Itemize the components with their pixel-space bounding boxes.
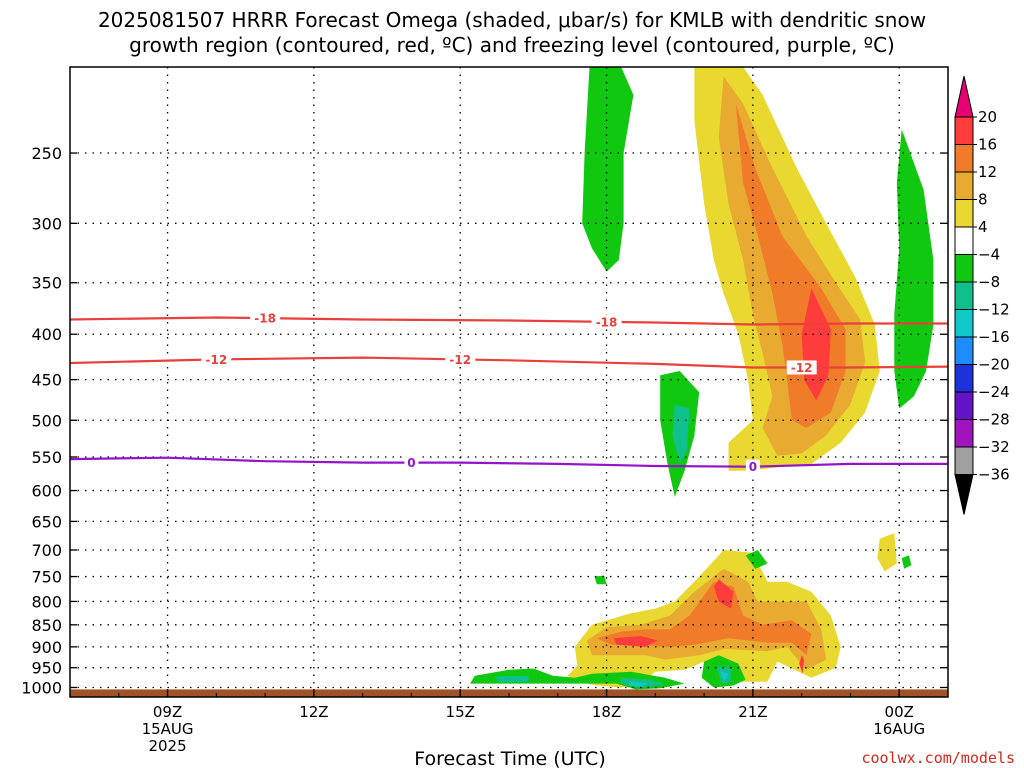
x-tick-label-8-0: 15Z [446,703,475,721]
x-tick-label-2-0: 09Z [153,703,182,721]
colorbar-label-0: 20 [978,108,997,126]
dendritic-contour--18-label-bg-0 [250,311,281,326]
y-tick-label-700: 700 [31,541,62,560]
freezing-level-contour-label-1: 0 [749,460,757,474]
dendritic-contour--12-label-bg-2 [786,360,817,375]
colorbar-box-4 [954,226,974,255]
omega-region-3 [613,636,658,647]
omega-colorbar: 20 16 12 8 4 −4 −8 −12 −16 −20 −24 −28 −32 −36 [954,75,1010,515]
colorbar-label-3: 8 [978,191,988,209]
dendritic-contour--18-label-1: -18 [596,315,618,329]
dendritic-contour--18 [70,316,948,326]
dendritic-contour--18-label-0: -18 [254,312,276,326]
colorbar-box-6 [954,281,974,310]
y-tick-label-850: 850 [31,616,62,635]
freezing-level-contour [70,456,948,468]
colorbar-label-5: −4 [978,246,1000,264]
colorbar-box-0 [954,116,974,145]
y-tick-label-950: 950 [31,659,62,678]
colorbar-box-2 [954,171,974,200]
omega-region-23 [594,575,607,585]
colorbar-label-7: −12 [978,301,1010,319]
chart-title-line-2: growth region (contoured, red, ºC) and f… [129,33,895,57]
omega-region-14 [894,129,934,409]
dendritic-contour--18-label-bg-1 [591,314,622,329]
dendritic-contour--12-label-2: -12 [791,361,813,375]
y-tick-label-300: 300 [31,214,62,233]
chart-title-line-1: 2025081507 HRRR Forecast Omega (shaded, … [98,8,926,32]
freezing-level-contour-label-bg-0 [404,455,419,470]
omega-region-11 [582,67,634,272]
colorbar-box-12 [954,446,974,475]
y-tick-label-900: 900 [31,638,62,657]
colorbar-label-9: −20 [978,356,1010,374]
omega-region-22 [745,550,768,569]
omega-region-4 [713,579,734,609]
freezing-level-contour-label-0: 0 [407,456,415,470]
colorbar-label-8: −16 [978,328,1010,346]
colorbar-top-arrow [954,75,974,118]
source-credit: coolwx.com/models [861,749,1015,767]
dendritic-contour--12-label-bg-1 [445,352,476,367]
dendritic-contour--12-label-bg-0 [201,352,232,367]
x-tick-label-2-1: 15AUG [142,720,194,738]
plot-area: -18 -18 -12 -12 -12 0 0 250 300 350 400 450 500 550 60… [21,66,949,755]
colorbar-label-6: −8 [978,273,1000,291]
freezing-level-contour-label-bg-1 [745,459,760,474]
omega-region-13 [672,404,690,464]
y-tick-label-750: 750 [31,568,62,587]
x-axis-label: Forecast Time (UTC) [414,748,605,768]
omega-region-17 [719,670,729,682]
omega-region-10 [877,533,897,572]
x-tick-label-14-0: 21Z [738,703,767,721]
x-tick-label-5-0: 12Z [299,703,328,721]
colorbar-box-9 [954,364,974,393]
colorbar-label-10: −24 [978,383,1010,401]
y-tick-label-1000: 1000 [21,678,62,697]
colorbar-label-12: −32 [978,438,1010,456]
y-tick-label-800: 800 [31,592,62,611]
colorbar-box-7 [954,309,974,338]
colorbar-box-1 [954,144,974,173]
colorbar-box-5 [954,254,974,283]
colorbar-box-10 [954,391,974,420]
colorbar-label-2: 12 [978,163,997,181]
y-tick-label-350: 350 [31,274,62,293]
y-tick-label-650: 650 [31,512,62,531]
x-tick-label-11-0: 18Z [592,703,621,721]
dendritic-contour--12 [70,356,948,369]
colorbar-label-11: −28 [978,411,1010,429]
omega-region-21 [494,675,529,683]
y-tick-label-250: 250 [31,144,62,163]
colorbar-label-4: 4 [978,218,988,236]
colorbar-box-8 [954,336,974,365]
y-tick-label-500: 500 [31,411,62,430]
colorbar-label-13: −36 [978,466,1010,484]
y-tick-label-550: 550 [31,448,62,467]
dendritic-contour--12-label-1: -12 [449,353,471,367]
x-tick-label-2-2: 2025 [148,737,186,755]
y-tick-label-600: 600 [31,482,62,501]
colorbar-box-3 [954,199,974,228]
omega-region-2 [596,581,812,656]
omega-region-24 [901,555,912,569]
colorbar-bottom-arrow [954,474,974,515]
omega-region-5 [799,655,805,674]
y-tick-label-400: 400 [31,325,62,344]
omega-region-20 [628,681,648,687]
plot-contents: -18 -18 -12 -12 -12 0 0 [70,67,948,697]
colorbar-box-11 [954,419,974,448]
dendritic-contour--12-label-0: -12 [205,353,227,367]
colorbar-label-1: 16 [978,136,997,154]
x-tick-label-17-1: 16AUG [873,720,925,738]
y-tick-label-450: 450 [31,371,62,390]
x-tick-label-17-0: 00Z [885,703,914,721]
